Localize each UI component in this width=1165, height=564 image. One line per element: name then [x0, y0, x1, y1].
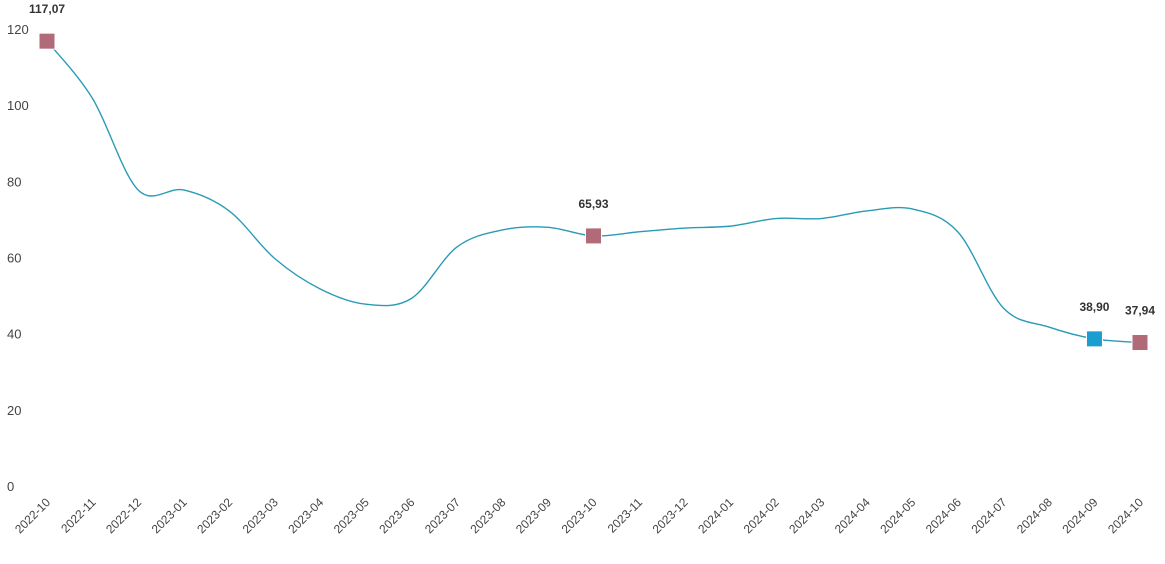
data-label: 38,90	[1079, 300, 1109, 314]
data-marker	[38, 32, 56, 50]
x-tick-label: 2023-12	[650, 495, 691, 536]
x-axis: 2022-10 2022-11 2022-12 2023-01 2023-02 2023-…	[12, 495, 1146, 536]
x-tick-label: 2024-03	[786, 495, 827, 536]
marker-group	[38, 32, 1149, 352]
x-tick-label: 2023-02	[194, 495, 235, 536]
x-tick-label: 2022-10	[12, 495, 53, 536]
x-tick-label: 2023-06	[376, 495, 417, 536]
x-tick-label: 2024-10	[1105, 495, 1146, 536]
data-marker	[1085, 330, 1103, 348]
data-label: 65,93	[578, 197, 608, 211]
y-tick-label: 80	[7, 174, 21, 189]
data-marker	[1131, 334, 1149, 352]
x-tick-label: 2024-07	[968, 495, 1009, 536]
x-tick-label: 2024-09	[1060, 495, 1101, 536]
x-tick-label: 2024-05	[877, 495, 918, 536]
x-tick-label: 2023-04	[285, 495, 326, 536]
x-tick-label: 2024-02	[741, 495, 782, 536]
x-tick-label: 2023-08	[467, 495, 508, 536]
series-line	[46, 40, 1141, 344]
data-label-group: 117,07 65,93 38,90 37,94	[29, 2, 1155, 317]
x-tick-label: 2022-11	[58, 495, 99, 536]
y-tick-label: 100	[7, 98, 29, 113]
y-axis: 0 20 40 60 80 100 120	[7, 22, 29, 494]
x-tick-label: 2023-05	[331, 495, 372, 536]
x-tick-label: 2023-10	[559, 495, 600, 536]
x-tick-label: 2024-08	[1014, 495, 1055, 536]
data-marker	[585, 227, 602, 245]
y-tick-label: 20	[7, 403, 21, 418]
x-tick-label: 2023-11	[605, 495, 646, 536]
x-tick-label: 2023-01	[149, 495, 190, 536]
y-tick-label: 60	[7, 251, 21, 266]
x-tick-label: 2024-04	[832, 495, 873, 536]
x-tick-label: 2024-01	[695, 495, 736, 536]
data-label: 117,07	[29, 2, 65, 16]
x-tick-label: 2023-07	[422, 495, 463, 536]
series-group	[46, 40, 1141, 344]
x-tick-label: 2022-12	[103, 495, 144, 536]
y-tick-label: 120	[7, 22, 29, 37]
y-tick-label: 0	[7, 479, 14, 494]
x-tick-label: 2023-03	[240, 495, 281, 536]
x-tick-label: 2023-09	[513, 495, 554, 536]
data-label: 37,94	[1125, 304, 1155, 318]
y-tick-label: 40	[7, 327, 21, 342]
x-tick-label: 2024-06	[923, 495, 964, 536]
